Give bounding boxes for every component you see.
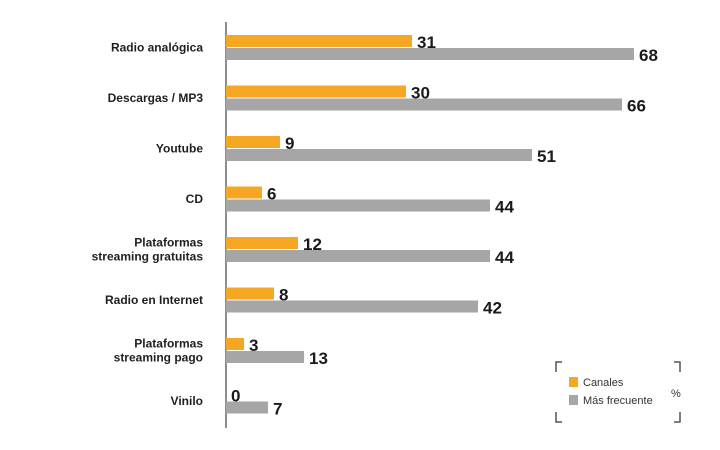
bar-mas-frecuente (226, 149, 532, 161)
bar-mas-frecuente (226, 300, 478, 313)
bar-mas-frecuente (226, 48, 634, 60)
value-label-canales: 0 (231, 387, 240, 406)
value-label-mas-frecuente: 44 (495, 248, 514, 267)
value-label-canales: 30 (411, 84, 430, 103)
value-label-canales: 8 (279, 286, 288, 305)
legend-label-canales: Canales (583, 377, 624, 389)
value-label-canales: 12 (303, 235, 322, 254)
value-label-canales: 31 (417, 33, 436, 52)
value-label-mas-frecuente: 44 (495, 198, 514, 217)
bar-canales (226, 35, 412, 47)
legend-swatch-canales (569, 377, 578, 387)
bar-mas-frecuente (226, 351, 304, 363)
value-label-mas-frecuente: 7 (273, 400, 282, 419)
value-label-canales: 9 (285, 134, 294, 153)
bar-canales (226, 237, 298, 249)
value-label-canales: 3 (249, 336, 258, 355)
category-label: CD (186, 192, 204, 206)
category-label: Vinilo (171, 394, 203, 408)
unit-label: % (671, 388, 681, 400)
legend: Canales Más frecuente % (555, 361, 681, 423)
value-label-mas-frecuente: 66 (627, 97, 646, 116)
bar-mas-frecuente (226, 401, 268, 414)
category-label: Radio analógica (111, 41, 203, 55)
bar-canales (226, 85, 406, 98)
value-label-mas-frecuente: 13 (309, 349, 328, 368)
legend-label-mas-frecuente: Más frecuente (583, 395, 653, 407)
value-label-mas-frecuente: 42 (483, 299, 502, 318)
category-label: Plataformas streaming gratuitas (92, 236, 204, 264)
legend-swatch-mas-frecuente (569, 395, 578, 405)
category-label: Radio en Internet (105, 293, 203, 307)
legend-bracket-left (555, 361, 562, 423)
bar-canales (226, 136, 280, 148)
bar-mas-frecuente (226, 199, 490, 212)
bar-canales (226, 338, 244, 350)
value-label-canales: 6 (267, 185, 276, 204)
legend-bracket-right (674, 361, 681, 423)
bar-canales (226, 287, 274, 300)
bar-canales (226, 186, 262, 199)
value-label-mas-frecuente: 68 (639, 46, 658, 65)
category-label: Descargas / MP3 (108, 91, 204, 105)
value-label-mas-frecuente: 51 (537, 147, 556, 166)
bar-mas-frecuente (226, 250, 490, 262)
category-label: Youtube (156, 142, 203, 156)
bar-mas-frecuente (226, 98, 622, 111)
category-label: Plataformas streaming pago (114, 337, 204, 365)
